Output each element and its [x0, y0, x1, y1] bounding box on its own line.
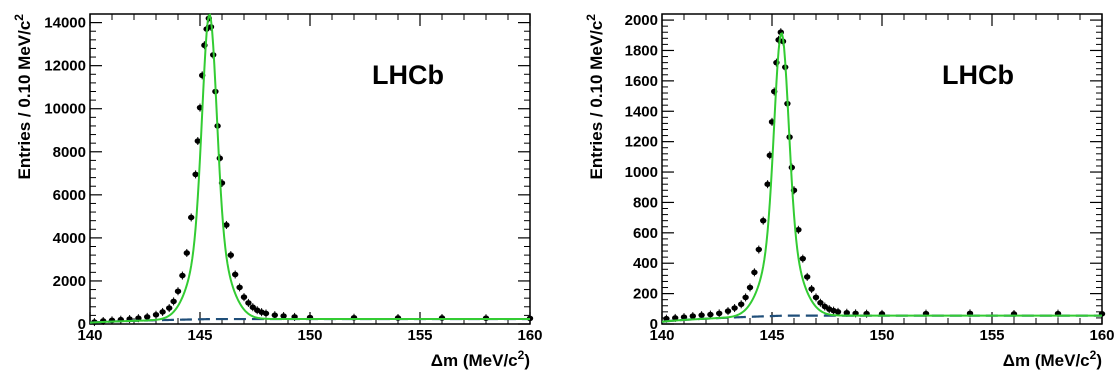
data-point — [249, 304, 256, 311]
data-point — [698, 312, 705, 318]
y-tick-label: 2000 — [53, 273, 86, 290]
left-data-points — [91, 14, 534, 327]
left-x-tick-labels: 140 145 150 155 160 — [77, 327, 542, 344]
x-tick-label: 160 — [1089, 327, 1114, 344]
y-tick-label: 1600 — [625, 73, 658, 90]
x-tick-label: 145 — [759, 327, 784, 344]
data-point — [280, 313, 287, 319]
data-point — [812, 294, 820, 301]
data-point — [271, 312, 278, 318]
y-tick-label: 4000 — [53, 230, 86, 247]
x-tick-label: 140 — [649, 327, 674, 344]
left-axis-ticks — [89, 13, 531, 325]
data-point — [223, 222, 230, 228]
right-y-axis-label: Entries / 0.10 MeV/c2 — [584, 14, 606, 180]
data-point — [804, 274, 811, 280]
x-tick-label: 140 — [77, 327, 102, 344]
right-y-tick-labels: 0 200 400 600 800 1000 1200 1400 1600 1800 2000 — [625, 12, 658, 333]
data-point — [240, 294, 248, 300]
data-point — [834, 309, 842, 315]
data-point — [817, 299, 824, 306]
right-data-points — [663, 28, 1106, 323]
data-point — [179, 272, 186, 279]
data-point — [755, 246, 762, 253]
x-tick-label: 150 — [869, 327, 894, 344]
data-point — [227, 252, 234, 258]
data-point — [707, 311, 714, 318]
data-point — [232, 271, 239, 278]
data-point — [262, 310, 270, 317]
data-point — [742, 294, 749, 301]
data-point — [192, 171, 199, 178]
x-tick-label: 150 — [297, 327, 322, 344]
y-tick-label: 12000 — [44, 58, 86, 75]
x-tick-label: 155 — [407, 327, 432, 344]
data-point — [170, 298, 177, 305]
y-tick-label: 1000 — [625, 164, 658, 181]
data-point — [194, 138, 201, 144]
data-point — [183, 250, 190, 256]
right-x-tick-labels: 140 145 150 155 160 — [649, 327, 1114, 344]
data-point — [724, 308, 732, 314]
data-point — [731, 305, 738, 311]
y-tick-label: 400 — [633, 255, 658, 272]
x-tick-label: 155 — [979, 327, 1004, 344]
data-point — [166, 305, 173, 311]
data-point — [716, 310, 723, 317]
data-point — [144, 314, 151, 320]
right-lhcb-label: LHCb — [942, 60, 1014, 90]
left-lhcb-label: LHCb — [372, 60, 444, 90]
y-tick-label: 600 — [633, 225, 658, 242]
right-fit-curve — [661, 32, 1102, 323]
y-tick-label: 1200 — [625, 134, 658, 151]
left-y-tick-labels: 0 2000 4000 6000 8000 10000 12000 14000 — [44, 15, 86, 333]
data-point — [672, 315, 679, 321]
y-tick-label: 200 — [633, 286, 658, 303]
right-plot-frame — [661, 13, 1103, 325]
left-fit-curve — [89, 13, 530, 324]
left-x-axis-label: Δm (MeV/c2) — [431, 348, 530, 370]
y-tick-label: 800 — [633, 194, 658, 211]
data-point — [188, 214, 195, 221]
y-tick-label: 1400 — [625, 103, 658, 120]
data-point — [738, 301, 745, 308]
data-point — [746, 284, 754, 291]
y-tick-label: 14000 — [44, 15, 86, 32]
data-point — [843, 309, 850, 316]
y-tick-label: 8000 — [53, 144, 86, 161]
data-point — [680, 314, 688, 320]
y-tick-label: 6000 — [53, 187, 86, 204]
data-point — [766, 152, 773, 159]
data-point — [159, 309, 166, 315]
data-point — [760, 217, 767, 224]
data-point — [152, 311, 160, 318]
data-point — [764, 181, 771, 187]
y-tick-label: 2000 — [625, 12, 658, 29]
data-point — [174, 288, 182, 295]
y-tick-label: 1800 — [625, 42, 658, 59]
y-tick-label: 10000 — [44, 101, 86, 118]
x-tick-label: 145 — [187, 327, 212, 344]
data-point — [795, 226, 802, 233]
left-plot-frame — [89, 13, 531, 325]
data-point — [751, 269, 758, 276]
data-point — [799, 255, 806, 262]
data-point — [808, 286, 815, 292]
y-tick-label: 0 — [650, 316, 658, 333]
y-tick-label: 0 — [78, 316, 86, 333]
data-point — [689, 313, 696, 319]
right-x-axis-label: Δm (MeV/c2) — [1003, 348, 1102, 370]
data-point — [135, 315, 142, 321]
data-point — [245, 300, 252, 306]
right-axis-ticks — [661, 13, 1103, 325]
left-y-axis-label: Entries / 0.10 MeV/c2 — [12, 14, 34, 180]
data-point — [236, 284, 243, 291]
x-tick-label: 160 — [517, 327, 542, 344]
right-chart: 0 200 400 600 800 1000 1200 1400 1600 1800 2000 14… — [584, 12, 1115, 370]
